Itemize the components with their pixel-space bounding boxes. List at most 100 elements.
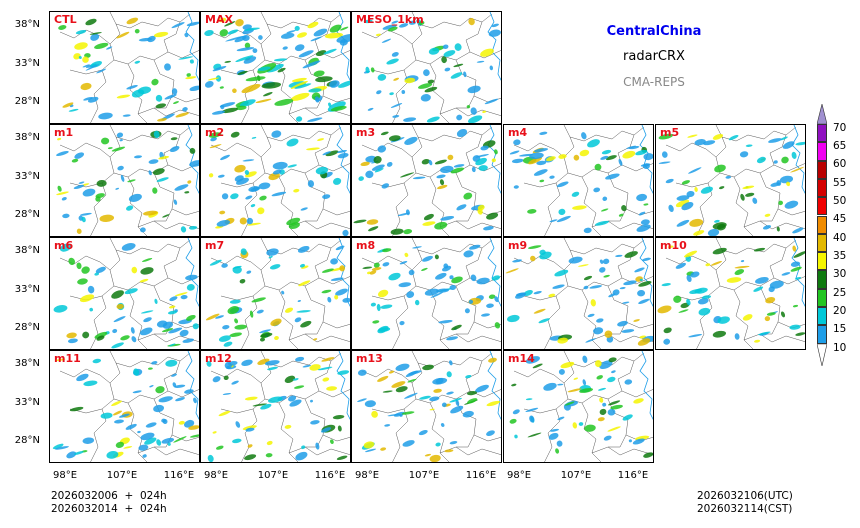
radar-echo	[239, 99, 256, 107]
map-panel: m13	[351, 350, 502, 463]
colorbar-label: 20	[833, 305, 847, 317]
radar-echo	[286, 138, 299, 147]
radar-echo	[781, 156, 789, 164]
radar-echo	[187, 180, 192, 184]
radar-echo	[330, 277, 344, 281]
radar-echo	[62, 102, 74, 108]
radar-echo	[728, 134, 739, 141]
panel-label: m4	[508, 126, 528, 139]
radar-echo	[247, 444, 253, 448]
radar-echo	[272, 161, 288, 170]
radar-echo	[587, 313, 595, 318]
radar-echo	[420, 94, 431, 102]
radar-echo	[637, 338, 651, 346]
radar-echo	[786, 181, 791, 187]
radar-echo	[338, 80, 350, 88]
province-boundary	[59, 142, 111, 158]
radar-echo	[700, 186, 713, 194]
radar-echo	[161, 418, 166, 423]
radar-echo	[375, 33, 381, 36]
province-boundary	[109, 238, 191, 255]
radar-echo	[322, 151, 331, 156]
province-boundary	[137, 220, 199, 230]
radar-echo	[240, 248, 247, 256]
radar-echo	[69, 406, 84, 412]
radar-echo	[315, 442, 320, 450]
radar-echo	[714, 164, 726, 173]
province-boundary	[210, 142, 262, 158]
radar-echo	[236, 105, 247, 111]
radar-echo	[527, 209, 537, 214]
province-boundary	[455, 59, 501, 103]
radar-echo	[297, 245, 310, 253]
province-boundary	[220, 69, 254, 75]
radar-echo	[158, 155, 170, 160]
radar-echo	[483, 226, 494, 231]
radar-echo	[281, 290, 285, 295]
radar-echo	[608, 357, 617, 363]
radar-echo	[358, 176, 364, 181]
colorbar-box	[817, 215, 827, 234]
radar-echo	[80, 212, 92, 216]
radar-echo	[62, 213, 70, 219]
radar-echo	[82, 188, 96, 197]
map-canvas	[206, 351, 350, 462]
radar-echo	[251, 297, 266, 303]
radar-echo	[111, 146, 126, 152]
radar-echo	[792, 304, 799, 308]
radar-echo	[235, 421, 241, 428]
radar-echo	[698, 307, 711, 316]
colorbar-box	[817, 270, 827, 289]
radar-echo	[434, 159, 447, 165]
panel-label: CTL	[54, 13, 77, 26]
map-canvas	[658, 125, 805, 236]
radar-echo	[422, 364, 434, 371]
radar-echo	[244, 454, 257, 461]
map-canvas	[357, 351, 501, 462]
radar-echo	[512, 259, 523, 263]
radar-echo	[442, 265, 452, 272]
radar-echo	[536, 160, 547, 166]
radar-echo	[139, 327, 153, 336]
map-canvas	[58, 12, 199, 123]
radar-echo	[512, 409, 520, 415]
radar-echo	[773, 160, 778, 164]
province-boundary	[563, 362, 575, 400]
radar-echo	[448, 360, 453, 366]
radar-echo	[186, 284, 195, 291]
lon-tick-label: 107°E	[560, 470, 592, 481]
radar-echo	[227, 306, 240, 315]
radar-echo	[242, 425, 257, 430]
province-boundary	[109, 125, 191, 142]
radar-echo	[578, 422, 584, 426]
radar-echo	[382, 248, 392, 253]
radar-echo	[376, 90, 382, 95]
radar-echo	[337, 425, 342, 432]
province-boundary	[439, 107, 501, 117]
province-boundary	[278, 289, 299, 349]
radar-echo	[210, 137, 217, 142]
province-boundary	[581, 289, 602, 349]
radar-echo	[55, 446, 69, 450]
colorbar-label: 35	[833, 250, 847, 262]
radar-echo	[317, 366, 333, 371]
radar-echo	[789, 324, 801, 330]
radar-echo	[216, 445, 224, 450]
radar-echo	[330, 105, 347, 112]
radar-echo	[486, 430, 495, 437]
province-boundary	[127, 289, 148, 349]
radar-echo	[438, 319, 453, 324]
province-boundary	[137, 446, 199, 456]
radar-echo	[215, 315, 225, 319]
radar-echo	[82, 331, 90, 339]
radar-echo	[89, 307, 94, 312]
radar-echo	[717, 316, 730, 324]
radar-echo	[215, 75, 222, 82]
radar-echo	[441, 402, 447, 408]
radar-echo	[391, 20, 399, 24]
province-boundary	[137, 333, 199, 343]
radar-echo	[152, 187, 158, 194]
radar-echo	[663, 338, 671, 345]
radar-echo	[205, 313, 220, 321]
radar-echo	[408, 269, 415, 276]
